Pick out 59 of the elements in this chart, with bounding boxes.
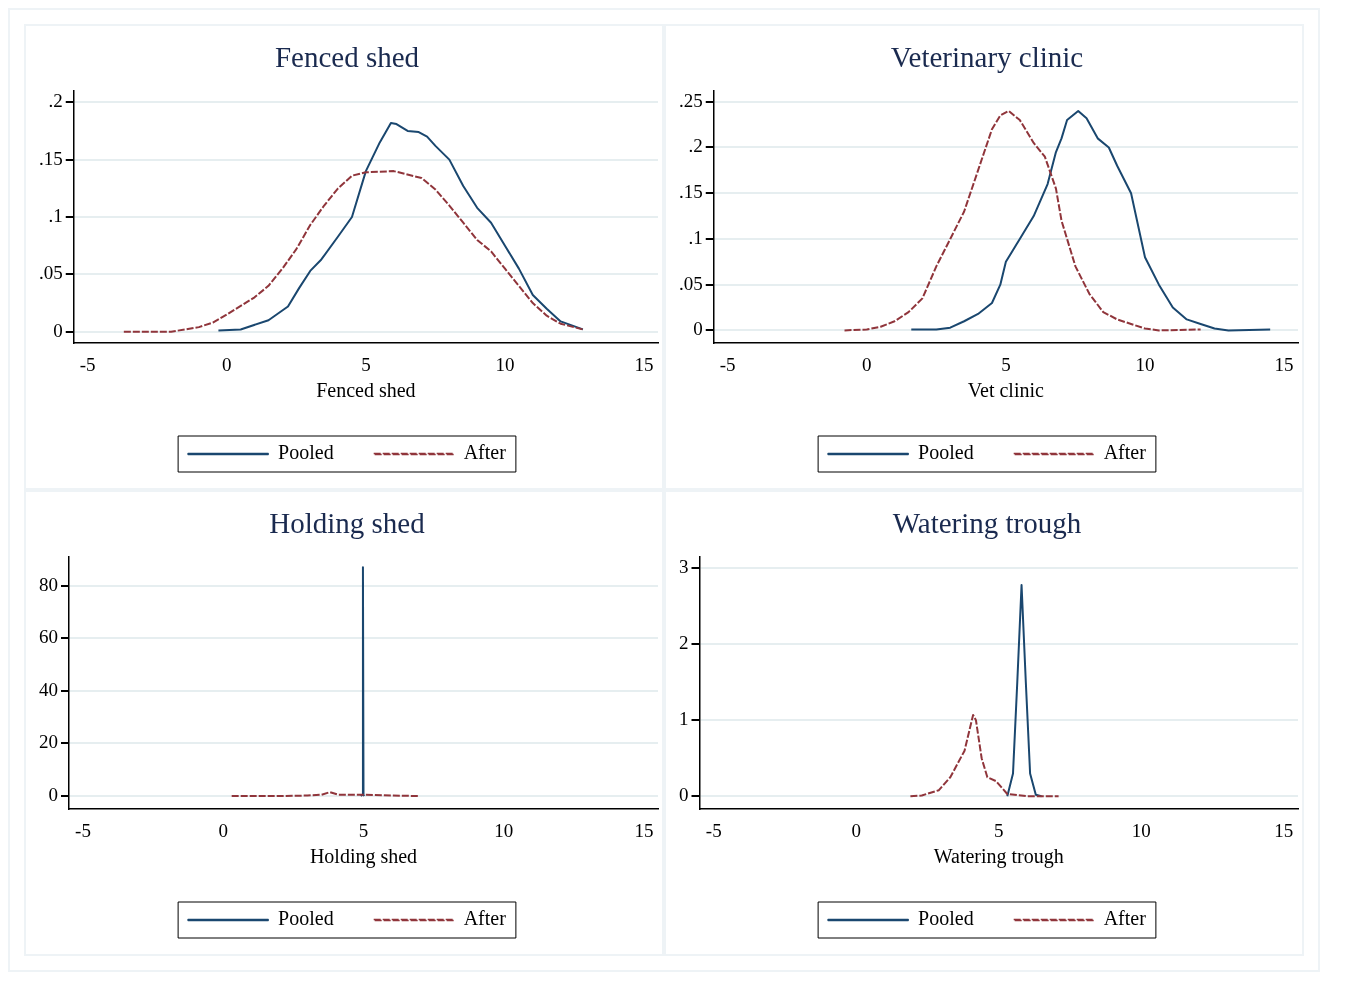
line-series	[843, 109, 1202, 332]
x-tick-label: 10	[494, 819, 514, 841]
y-tick-label: .15	[679, 181, 703, 203]
chart-title: Veterinary clinic	[890, 41, 1084, 74]
x-tick-label: 0	[851, 819, 861, 841]
y-tick-label: 2	[679, 632, 689, 654]
y-tick-label: .05	[679, 272, 703, 294]
x-tick-label: 5	[358, 819, 369, 841]
x-tick-label: 5	[361, 353, 371, 375]
x-tick-label: 0	[218, 819, 229, 841]
legend-label: After	[1103, 907, 1147, 930]
x-tick-label: -5	[75, 819, 91, 841]
chart-title: Watering trough	[892, 507, 1082, 540]
x-tick-label: 10	[495, 353, 515, 375]
y-tick-label: 0	[53, 319, 63, 341]
y-tick-label: 3	[679, 556, 689, 578]
legend-label: Pooled	[918, 907, 974, 930]
x-tick-label: -5	[719, 353, 736, 375]
x-axis-title: Watering trough	[933, 845, 1064, 869]
y-tick-label: 60	[39, 626, 58, 648]
chart-title: Holding shed	[269, 507, 426, 540]
x-tick-label: 10	[1135, 353, 1155, 375]
line-series	[122, 170, 584, 333]
y-tick-label: 20	[39, 731, 58, 753]
y-tick-label: 0	[679, 784, 689, 806]
y-tick-label: .1	[688, 226, 703, 248]
y-tick-label: 80	[39, 573, 58, 595]
y-tick-label: .25	[679, 89, 703, 111]
x-tick-label: -5	[705, 819, 722, 841]
y-tick-label: .05	[39, 262, 63, 284]
y-tick-label: .15	[39, 147, 63, 169]
x-tick-label: -5	[79, 353, 96, 375]
legend-label: Pooled	[278, 441, 334, 464]
y-tick-label: .2	[48, 90, 63, 112]
x-tick-label: 15	[1274, 353, 1294, 375]
y-tick-label: 0	[693, 318, 703, 340]
x-tick-label: 5	[994, 819, 1004, 841]
y-tick-label: .1	[48, 204, 63, 226]
x-axis-title: Vet clinic	[967, 379, 1045, 402]
legend-label: After	[463, 441, 507, 464]
legend-label: Pooled	[918, 441, 974, 464]
x-axis-title: Holding shed	[309, 845, 418, 869]
x-axis-title: Fenced shed	[316, 379, 416, 402]
x-tick-label: 5	[1001, 353, 1011, 375]
y-tick-label: .2	[688, 135, 703, 157]
x-tick-label: 0	[862, 353, 872, 375]
x-tick-label: 15	[634, 353, 654, 375]
y-tick-label: 1	[679, 708, 689, 730]
x-tick-label: 15	[634, 819, 654, 841]
x-tick-label: 15	[1274, 819, 1294, 841]
line-series	[909, 713, 1060, 798]
legend-label: After	[1103, 441, 1147, 464]
legend-label: Pooled	[278, 907, 334, 930]
y-tick-label: 40	[39, 678, 58, 700]
legend-label: After	[463, 907, 507, 930]
chart-title: Fenced shed	[274, 41, 420, 74]
y-tick-label: 0	[48, 784, 58, 806]
x-tick-label: 10	[1131, 819, 1151, 841]
x-tick-label: 0	[222, 353, 232, 375]
